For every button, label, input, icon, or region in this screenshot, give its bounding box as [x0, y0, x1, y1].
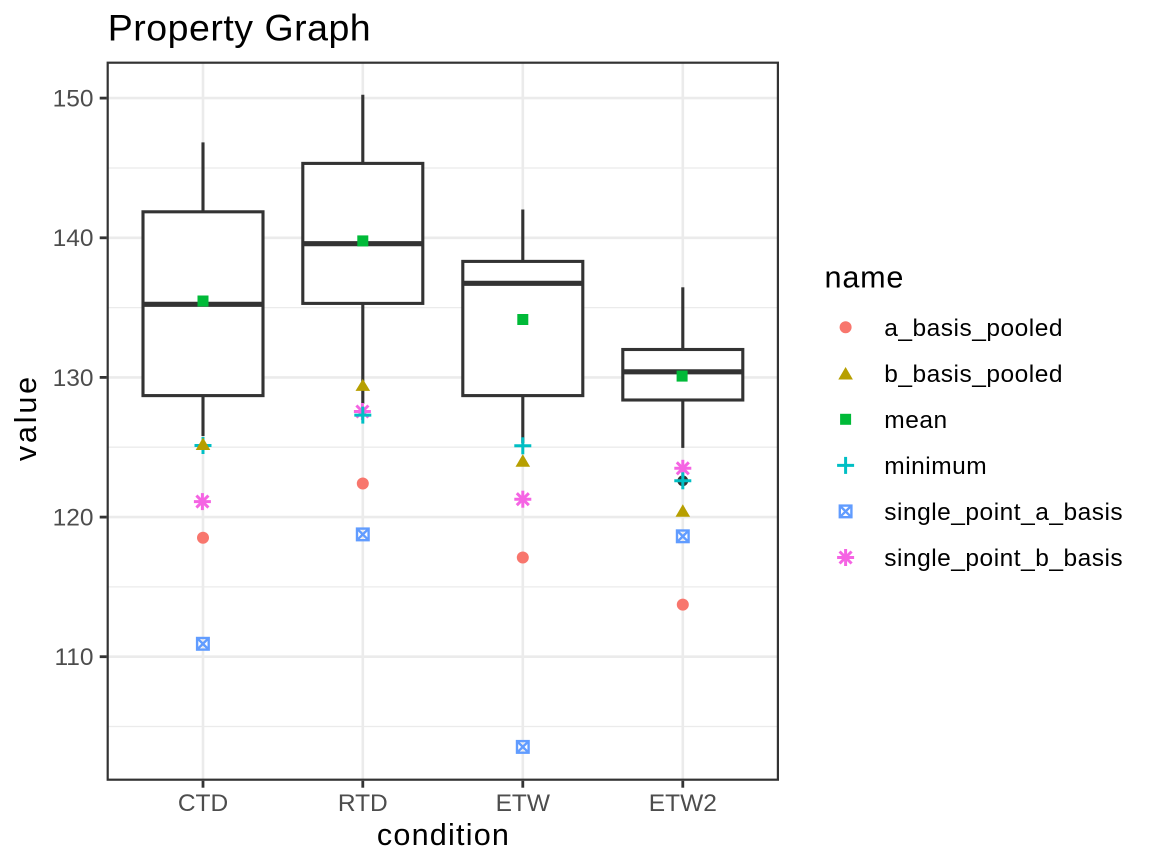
svg-text:a_basis_pooled: a_basis_pooled [884, 315, 1063, 342]
svg-text:single_point_b_basis: single_point_b_basis [884, 545, 1123, 572]
svg-text:value: value [9, 374, 43, 461]
svg-text:b_basis_pooled: b_basis_pooled [884, 361, 1063, 388]
svg-text:RTD: RTD [338, 790, 388, 817]
svg-text:name: name [825, 261, 905, 295]
svg-text:CTD: CTD [178, 790, 228, 817]
svg-text:130: 130 [53, 365, 94, 392]
svg-text:single_point_a_basis: single_point_a_basis [884, 499, 1123, 526]
svg-text:ETW2: ETW2 [649, 790, 717, 817]
svg-text:minimum: minimum [884, 453, 987, 480]
svg-text:mean: mean [884, 407, 947, 434]
svg-text:110: 110 [54, 644, 93, 671]
svg-text:Property Graph: Property Graph [108, 6, 371, 48]
svg-text:150: 150 [53, 86, 94, 113]
svg-text:ETW: ETW [496, 790, 551, 817]
svg-text:condition: condition [377, 818, 510, 852]
svg-text:120: 120 [53, 505, 94, 532]
svg-text:140: 140 [53, 225, 94, 252]
